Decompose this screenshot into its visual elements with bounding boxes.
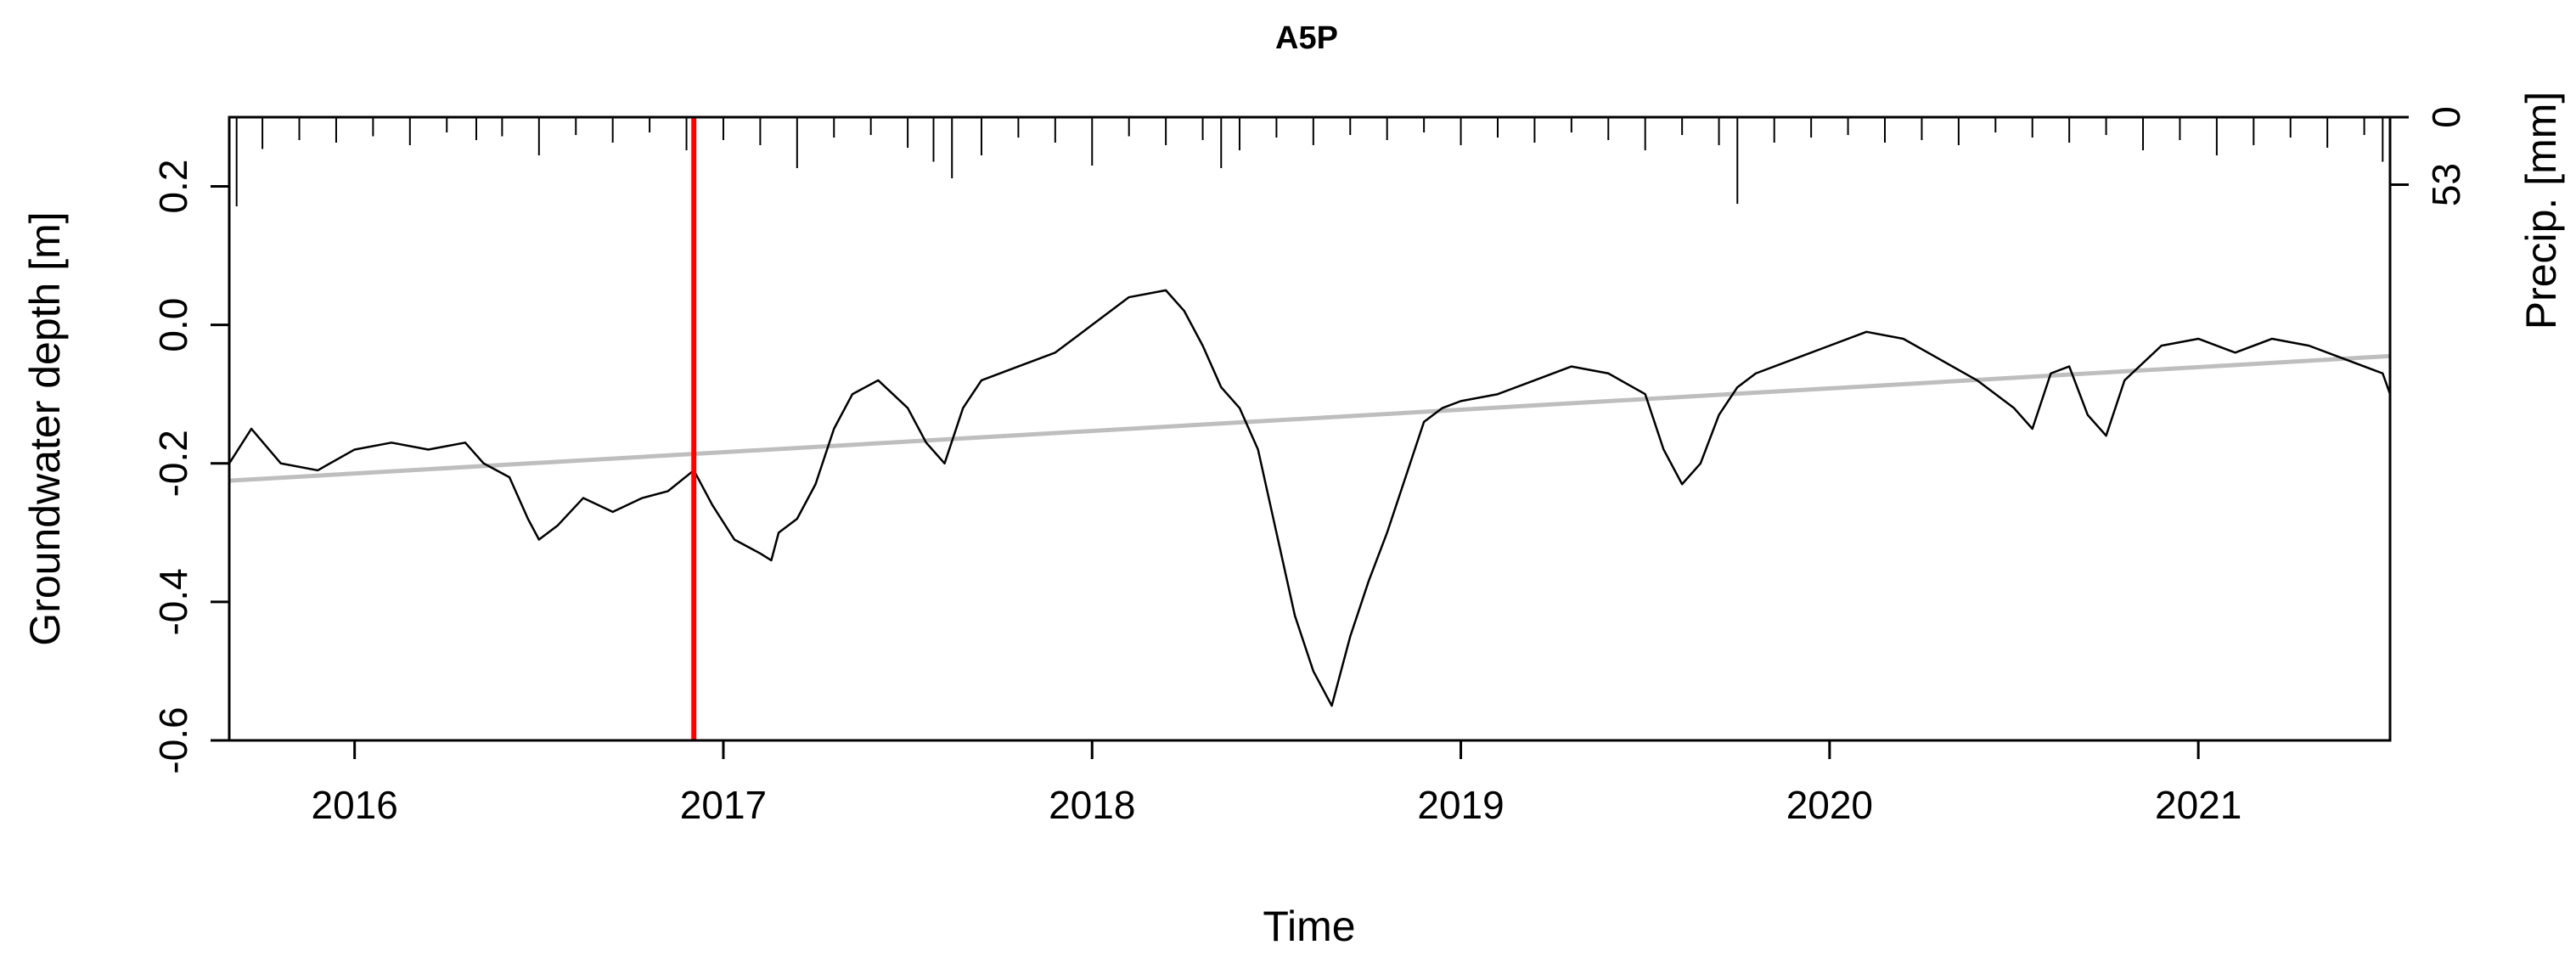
- groundwater-line: [228, 289, 2392, 707]
- y2-tick-label: 53: [2424, 163, 2468, 206]
- y-tick-label: 0.0: [151, 298, 195, 352]
- plot-area: [228, 115, 2392, 742]
- x-tick-label: 2016: [311, 783, 397, 827]
- trend-line: [228, 353, 2391, 483]
- x-axis: 2016 2017 2018 2019 2020 2021: [311, 739, 2241, 827]
- x-tick-label: 2017: [680, 783, 767, 827]
- trend-layer: [228, 353, 2391, 483]
- y-tick-label: -0.2: [151, 430, 195, 497]
- y-tick-label: -0.4: [151, 568, 195, 635]
- y-tick-label: -0.6: [151, 706, 195, 774]
- y2-tick-label: 0: [2424, 106, 2468, 128]
- x-tick-label: 2018: [1049, 783, 1135, 827]
- plot-frame: [228, 115, 2392, 742]
- y-tick-label: 0.2: [151, 160, 195, 214]
- x-tick-label: 2021: [2155, 783, 2241, 827]
- series-layer: [228, 289, 2392, 707]
- precipitation-bars: [235, 117, 2384, 206]
- x-axis-title: Time: [1263, 903, 1355, 950]
- x-tick-label: 2020: [1786, 783, 1873, 827]
- y2-axis-title: Precip. [mm]: [2517, 92, 2565, 330]
- chart-title: A5P: [1275, 20, 1338, 56]
- y2-axis: 0 53: [2388, 106, 2468, 206]
- y-axis-title: Groundwater depth [m]: [21, 211, 69, 645]
- y-axis: -0.6 -0.4 -0.2 0.0 0.2: [151, 160, 229, 774]
- x-tick-label: 2019: [1417, 783, 1504, 827]
